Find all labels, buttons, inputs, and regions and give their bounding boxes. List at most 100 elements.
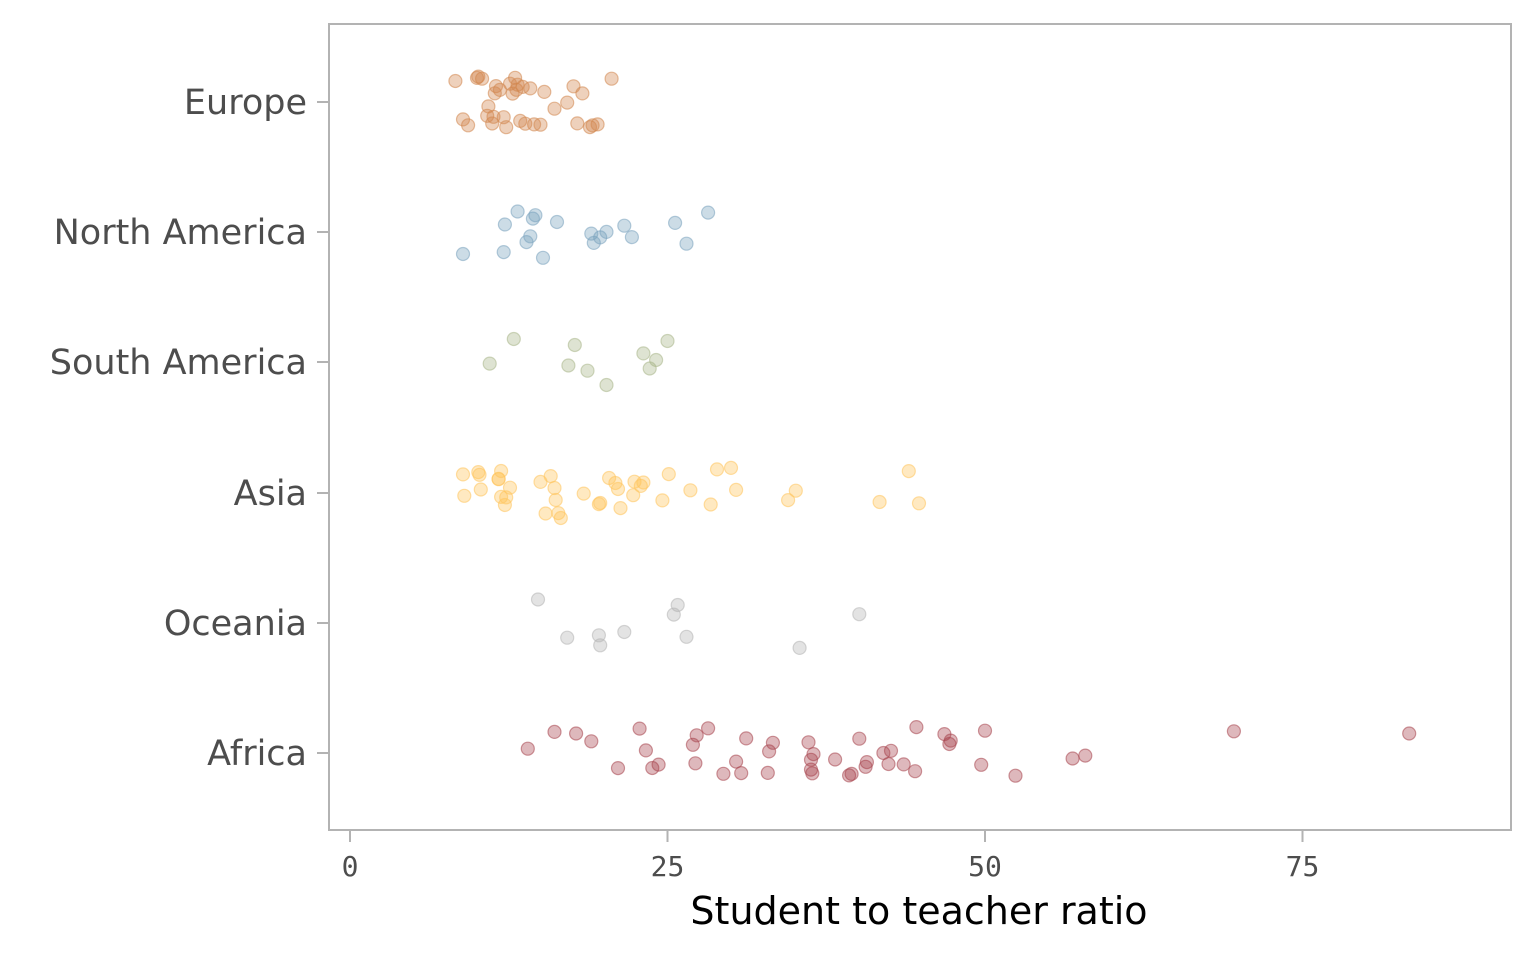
data-point-europe — [590, 117, 605, 132]
data-point-africa — [638, 743, 654, 758]
data-point-africa — [909, 719, 924, 735]
data-point-asia — [494, 463, 509, 479]
y-tick-label: Asia — [234, 474, 307, 514]
data-point-europe — [570, 116, 585, 131]
data-point-africa — [881, 756, 896, 772]
data-point-north-america — [599, 224, 614, 239]
data-point-africa — [806, 746, 821, 762]
data-point-europe — [523, 81, 538, 96]
data-point-africa — [520, 741, 535, 756]
data-point-africa — [907, 764, 923, 779]
data-point-asia — [538, 506, 553, 521]
data-point-north-america — [497, 217, 512, 232]
data-point-africa — [1008, 768, 1023, 783]
data-point-europe — [475, 71, 490, 86]
data-point-asia — [661, 467, 676, 482]
data-point-asia — [548, 492, 563, 508]
data-point-oceania — [560, 630, 575, 645]
data-point-africa — [568, 726, 584, 741]
data-point-south-america — [580, 363, 595, 378]
data-point-africa — [1065, 751, 1080, 766]
x-tick-label: 25 — [651, 850, 685, 883]
x-axis: 0 25 50 75 — [342, 830, 1319, 883]
data-point-asia — [472, 467, 487, 482]
data-point-europe — [533, 117, 548, 132]
data-point-south-america — [648, 352, 664, 368]
data-point-asia — [655, 493, 670, 508]
data-point-africa — [801, 735, 816, 750]
data-point-europe — [604, 71, 619, 86]
data-point-oceania — [617, 624, 632, 640]
data-point-asia — [703, 497, 718, 512]
data-point-north-america — [496, 245, 511, 260]
data-point-oceania — [792, 640, 807, 656]
plot-panel — [328, 23, 1512, 831]
data-point-asia — [543, 469, 558, 484]
data-point-asia — [723, 460, 739, 475]
data-point-asia — [455, 467, 471, 482]
y-tick-label: Oceania — [164, 604, 307, 644]
data-point-south-america — [636, 346, 651, 361]
data-point-north-america — [523, 229, 538, 244]
data-point-asia — [553, 510, 568, 526]
y-axis: Europe North America South America Asia Ocea… — [50, 83, 329, 774]
data-point-north-america — [535, 250, 551, 265]
data-point-north-america — [528, 208, 543, 223]
data-point-asia — [911, 496, 927, 511]
data-point-africa — [716, 766, 731, 781]
data-point-africa — [739, 731, 754, 746]
data-point-africa — [632, 721, 647, 736]
data-point-europe — [575, 86, 590, 101]
data-point-oceania — [670, 597, 685, 613]
data-point-asia — [473, 482, 488, 497]
data-point-asia — [610, 481, 626, 497]
data-point-africa — [977, 723, 993, 738]
data-point-africa — [805, 766, 820, 781]
data-point-africa — [827, 752, 843, 767]
data-point-north-america — [549, 214, 565, 230]
data-point-north-america — [667, 215, 683, 230]
data-point-asia — [780, 493, 796, 508]
data-points — [448, 69, 1417, 783]
data-point-europe — [492, 82, 507, 98]
y-tick-label: Africa — [207, 734, 307, 774]
data-point-asia — [491, 472, 506, 487]
data-point-oceania — [852, 607, 867, 622]
data-point-africa — [728, 754, 744, 769]
data-point-africa — [547, 724, 562, 740]
data-point-asia — [683, 483, 698, 498]
data-point-africa — [844, 766, 859, 782]
data-point-oceania — [593, 638, 608, 653]
data-point-europe — [486, 109, 501, 124]
data-point-africa — [1402, 726, 1417, 741]
data-point-north-america — [679, 236, 694, 251]
data-point-africa — [852, 731, 867, 746]
data-point-africa — [610, 760, 626, 776]
data-point-africa — [689, 728, 704, 743]
data-point-africa — [974, 757, 989, 772]
data-point-asia — [901, 464, 916, 479]
data-point-europe — [448, 73, 463, 89]
data-point-africa — [943, 733, 958, 748]
y-tick-label: North America — [54, 213, 307, 253]
data-point-north-america — [624, 230, 640, 245]
data-point-asia — [547, 480, 562, 496]
data-point-south-america — [660, 333, 675, 349]
data-point-asia — [593, 495, 608, 511]
data-point-africa — [734, 765, 749, 781]
data-point-africa — [896, 757, 911, 772]
data-point-europe — [547, 101, 562, 116]
data-point-oceania — [679, 629, 694, 644]
data-point-asia — [613, 501, 628, 516]
data-point-south-america — [506, 331, 521, 347]
data-point-south-america — [561, 358, 576, 373]
y-tick-label: South America — [50, 343, 307, 383]
data-point-europe — [585, 118, 600, 133]
data-point-north-america — [700, 205, 716, 220]
data-point-south-america — [599, 377, 614, 393]
data-point-asia — [636, 475, 651, 490]
data-point-africa — [883, 743, 899, 758]
data-point-africa — [765, 735, 781, 750]
data-point-asia — [872, 494, 887, 510]
data-point-africa — [688, 756, 703, 771]
